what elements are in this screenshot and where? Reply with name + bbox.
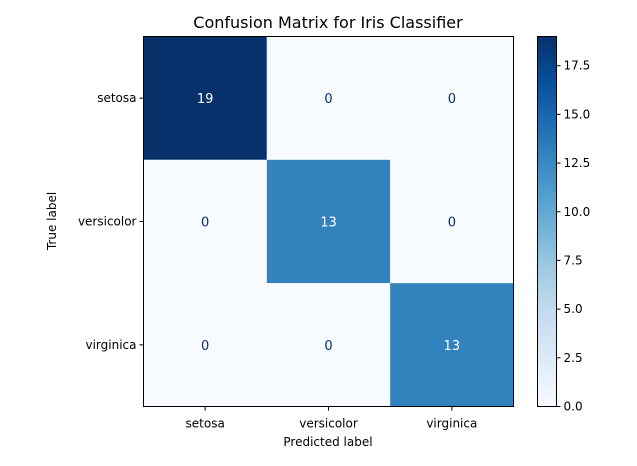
- cell-label-2-1: 0: [324, 339, 332, 354]
- y-tick-label: virginica: [86, 338, 137, 352]
- heatmap-cell-1-1: [266, 159, 391, 284]
- heatmap-cell-1-2: [390, 159, 514, 284]
- cell-label-0-0: 19: [197, 92, 214, 107]
- cell-label-0-2: 0: [448, 92, 456, 107]
- y-axis-ticks: setosa versicolor virginica: [78, 91, 144, 352]
- heatmap-cell-1-0: [143, 159, 267, 284]
- colorbar-tick-label: 7.5: [564, 253, 583, 267]
- y-tick-label: versicolor: [78, 215, 137, 229]
- heatmap-cells: [143, 36, 514, 407]
- cell-label-1-1: 13: [320, 216, 337, 231]
- heatmap-cell-0-0: [143, 36, 267, 160]
- x-axis-ticks: setosa versicolor virginica: [186, 406, 477, 431]
- cell-label-2-0: 0: [201, 339, 209, 354]
- cell-label-0-1: 0: [324, 92, 332, 107]
- heatmap-cell-2-0: [143, 283, 267, 407]
- colorbar: [537, 36, 557, 407]
- y-tick-label: setosa: [97, 91, 136, 105]
- chart-title: Confusion Matrix for Iris Classifier: [193, 13, 463, 32]
- x-tick-label: setosa: [186, 417, 225, 431]
- colorbar-tick-label: 5.0: [564, 302, 583, 316]
- colorbar-tick-label: 12.5: [564, 156, 591, 170]
- heatmap-cell-0-2: [390, 36, 514, 160]
- cell-label-1-0: 0: [201, 216, 209, 231]
- colorbar-tick-label: 0.0: [564, 400, 583, 414]
- colorbar-tick-label: 2.5: [564, 351, 583, 365]
- colorbar-tick-label: 15.0: [564, 107, 591, 121]
- x-tick-label: versicolor: [299, 417, 358, 431]
- x-axis-label: Predicted label: [283, 435, 372, 449]
- x-tick-label: virginica: [426, 417, 477, 431]
- colorbar-tick-label: 17.5: [564, 59, 591, 73]
- heatmap-cell-0-1: [266, 36, 391, 160]
- cell-label-1-2: 0: [448, 216, 456, 231]
- colorbar-ticks: 0.0 2.5 5.0 7.5 10.0 12.5 15.0 17.5: [556, 59, 591, 414]
- heatmap-cell-2-2: [390, 283, 514, 407]
- cell-label-2-2: 13: [444, 339, 461, 354]
- heatmap-cell-2-1: [266, 283, 391, 407]
- colorbar-tick-label: 10.0: [564, 205, 591, 219]
- y-axis-label: True label: [45, 192, 59, 251]
- cell-value-labels: 19 0 0 0 13 0 0 0 13: [197, 92, 460, 354]
